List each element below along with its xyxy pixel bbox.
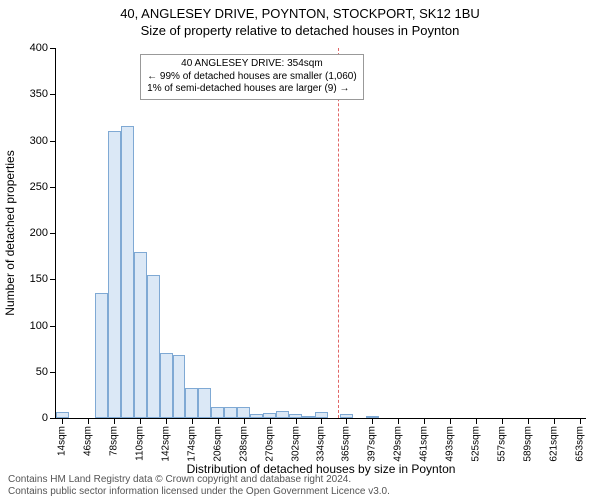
x-tick (88, 418, 89, 424)
histogram-bar (276, 411, 289, 418)
x-tick (502, 418, 503, 424)
y-tick (50, 48, 56, 49)
histogram-bar (250, 414, 263, 418)
y-tick-label: 300 (30, 135, 48, 147)
x-tick-label: 525sqm (470, 426, 481, 462)
x-tick-label: 493sqm (445, 426, 456, 462)
y-tick-label: 400 (30, 42, 48, 54)
histogram-bar (108, 131, 121, 418)
histogram-bar (185, 388, 198, 418)
x-tick (244, 418, 245, 424)
x-tick (192, 418, 193, 424)
y-tick-label: 350 (30, 88, 48, 100)
x-tick (580, 418, 581, 424)
x-tick-label: 142sqm (161, 426, 172, 462)
y-tick-label: 250 (30, 181, 48, 193)
annotation-line1: 40 ANGLESEY DRIVE: 354sqm (147, 58, 357, 71)
x-tick (114, 418, 115, 424)
x-tick-label: 621sqm (548, 426, 559, 462)
histogram-bar (224, 407, 237, 418)
x-tick-label: 653sqm (574, 426, 585, 462)
bars-layer (56, 48, 586, 418)
annotation-box: 40 ANGLESEY DRIVE: 354sqm← 99% of detach… (140, 54, 364, 100)
histogram-bar (173, 355, 186, 418)
annotation-line2: ← 99% of detached houses are smaller (1,… (147, 71, 357, 84)
y-tick (50, 418, 56, 419)
y-tick-label: 150 (30, 273, 48, 285)
x-tick-label: 270sqm (264, 426, 275, 462)
y-tick-label: 50 (36, 366, 48, 378)
y-tick (50, 233, 56, 234)
x-tick-label: 206sqm (212, 426, 223, 462)
histogram-bar (237, 407, 250, 418)
annotation-line3: 1% of semi-detached houses are larger (9… (147, 83, 357, 96)
x-tick-label: 365sqm (341, 426, 352, 462)
y-tick-label: 100 (30, 320, 48, 332)
y-tick (50, 187, 56, 188)
y-tick (50, 94, 56, 95)
x-tick (140, 418, 141, 424)
chart-title: 40, ANGLESEY DRIVE, POYNTON, STOCKPORT, … (0, 0, 600, 21)
x-tick (321, 418, 322, 424)
caption-line-2: Contains public sector information licen… (0, 485, 600, 498)
y-tick (50, 372, 56, 373)
x-tick (424, 418, 425, 424)
y-axis-label: Number of detached properties (3, 150, 17, 315)
x-tick-label: 110sqm (135, 426, 146, 461)
y-tick-label: 200 (30, 227, 48, 239)
y-tick (50, 141, 56, 142)
x-tick-label: 334sqm (316, 426, 327, 462)
histogram-bar (211, 407, 224, 418)
x-tick (62, 418, 63, 424)
histogram-bar (147, 275, 160, 418)
x-tick-label: 46sqm (83, 426, 94, 456)
x-tick-label: 461sqm (419, 426, 430, 462)
x-tick-label: 174sqm (186, 426, 197, 462)
y-tick (50, 326, 56, 327)
x-tick-label: 302sqm (290, 426, 301, 462)
x-tick (270, 418, 271, 424)
x-tick (554, 418, 555, 424)
y-tick (50, 279, 56, 280)
x-tick (346, 418, 347, 424)
histogram-bar (302, 416, 315, 418)
plot-area: Number of detached properties Distributi… (55, 48, 586, 419)
histogram-bar (121, 126, 134, 418)
x-tick (450, 418, 451, 424)
x-tick-label: 14sqm (57, 426, 68, 456)
x-tick (528, 418, 529, 424)
x-tick (372, 418, 373, 424)
x-tick (398, 418, 399, 424)
x-tick (476, 418, 477, 424)
x-tick-label: 238sqm (238, 426, 249, 462)
histogram-bar (134, 252, 147, 419)
x-tick-label: 78sqm (109, 426, 120, 456)
x-tick (218, 418, 219, 424)
chart-container: 40, ANGLESEY DRIVE, POYNTON, STOCKPORT, … (0, 0, 600, 500)
y-tick-label: 0 (42, 412, 48, 424)
x-tick-label: 429sqm (393, 426, 404, 462)
histogram-bar (95, 293, 108, 418)
chart-subtitle: Size of property relative to detached ho… (0, 21, 600, 38)
histogram-bar (160, 353, 173, 418)
x-tick-label: 397sqm (367, 426, 378, 462)
marker-line (338, 48, 339, 418)
histogram-bar (198, 388, 211, 418)
x-tick (296, 418, 297, 424)
x-tick-label: 589sqm (522, 426, 533, 462)
x-tick-label: 557sqm (496, 426, 507, 462)
x-tick (166, 418, 167, 424)
